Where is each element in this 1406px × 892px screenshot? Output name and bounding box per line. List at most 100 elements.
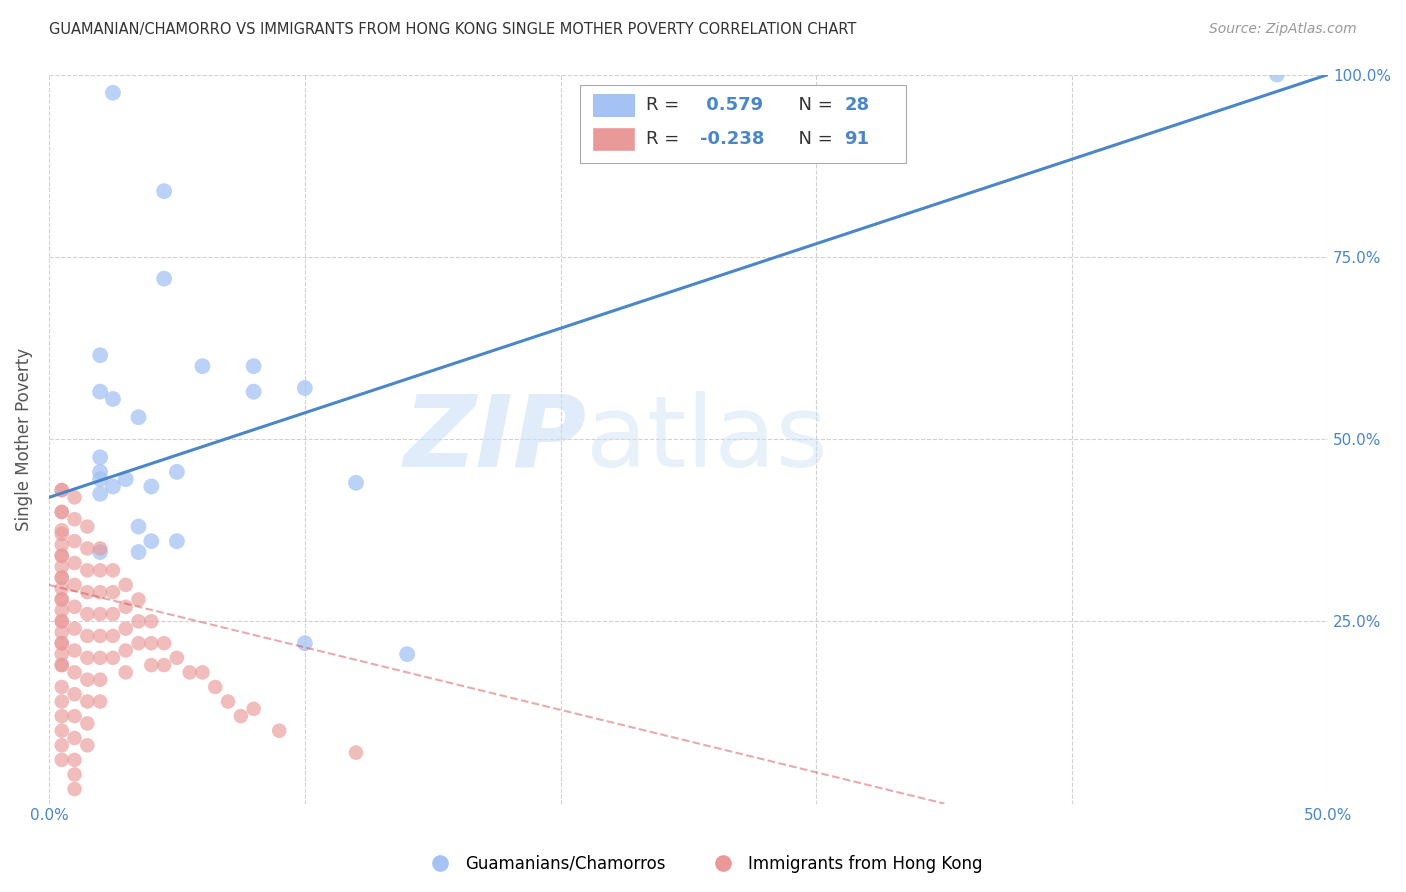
Point	[51, 592, 73, 607]
Point	[51, 753, 73, 767]
Point	[242, 702, 264, 716]
Point	[51, 603, 73, 617]
Point	[89, 450, 111, 465]
Text: Source: ZipAtlas.com: Source: ZipAtlas.com	[1209, 22, 1357, 37]
Point	[89, 585, 111, 599]
Point	[51, 658, 73, 673]
Point	[101, 479, 124, 493]
Point	[89, 563, 111, 577]
Point	[294, 636, 316, 650]
Point	[141, 479, 163, 493]
Point	[63, 578, 86, 592]
Text: R =: R =	[647, 130, 685, 148]
Point	[63, 622, 86, 636]
Point	[51, 658, 73, 673]
Point	[76, 563, 98, 577]
Point	[51, 739, 73, 753]
Point	[396, 647, 419, 661]
Point	[51, 636, 73, 650]
Point	[63, 782, 86, 797]
Point	[128, 519, 150, 533]
Text: ZIP: ZIP	[404, 391, 586, 488]
FancyBboxPatch shape	[592, 95, 634, 116]
Point	[141, 615, 163, 629]
Point	[89, 472, 111, 486]
Point	[51, 549, 73, 563]
Point	[204, 680, 226, 694]
Text: 0.579: 0.579	[700, 96, 763, 114]
Point	[51, 615, 73, 629]
Point	[63, 709, 86, 723]
Text: 28: 28	[845, 96, 870, 114]
Point	[51, 538, 73, 552]
Point	[114, 599, 136, 614]
Point	[153, 184, 176, 198]
Point	[294, 381, 316, 395]
Point	[89, 348, 111, 362]
Point	[217, 694, 239, 708]
Point	[76, 650, 98, 665]
Point	[89, 694, 111, 708]
Point	[63, 491, 86, 505]
Text: GUAMANIAN/CHAMORRO VS IMMIGRANTS FROM HONG KONG SINGLE MOTHER POVERTY CORRELATIO: GUAMANIAN/CHAMORRO VS IMMIGRANTS FROM HO…	[49, 22, 856, 37]
Point	[51, 549, 73, 563]
Point	[114, 643, 136, 657]
Point	[76, 629, 98, 643]
Point	[51, 571, 73, 585]
Point	[63, 665, 86, 680]
Point	[128, 592, 150, 607]
Point	[89, 650, 111, 665]
Point	[1265, 68, 1288, 82]
Point	[51, 523, 73, 537]
Point	[63, 556, 86, 570]
Point	[51, 592, 73, 607]
Point	[89, 384, 111, 399]
Point	[89, 673, 111, 687]
Point	[114, 578, 136, 592]
Point	[242, 384, 264, 399]
Point	[63, 731, 86, 745]
Point	[153, 271, 176, 285]
Point	[51, 505, 73, 519]
Point	[51, 694, 73, 708]
Point	[344, 475, 367, 490]
Point	[76, 739, 98, 753]
Point	[63, 767, 86, 781]
Point	[141, 636, 163, 650]
Point	[141, 534, 163, 549]
Point	[51, 505, 73, 519]
Text: N =: N =	[787, 96, 838, 114]
Point	[166, 465, 188, 479]
Point	[51, 636, 73, 650]
Point	[63, 643, 86, 657]
Point	[63, 599, 86, 614]
Point	[51, 526, 73, 541]
Point	[344, 746, 367, 760]
Point	[51, 709, 73, 723]
Point	[89, 545, 111, 559]
Point	[101, 563, 124, 577]
Point	[166, 534, 188, 549]
Point	[76, 694, 98, 708]
Point	[179, 665, 201, 680]
Point	[76, 519, 98, 533]
Point	[101, 585, 124, 599]
Point	[51, 615, 73, 629]
Point	[101, 629, 124, 643]
Point	[89, 541, 111, 556]
Point	[191, 359, 214, 373]
Point	[89, 629, 111, 643]
Point	[128, 615, 150, 629]
Point	[89, 465, 111, 479]
Point	[76, 585, 98, 599]
Text: R =: R =	[647, 96, 685, 114]
Point	[101, 650, 124, 665]
Point	[51, 625, 73, 640]
Point	[63, 687, 86, 701]
Point	[51, 483, 73, 497]
Point	[114, 622, 136, 636]
Point	[51, 571, 73, 585]
Point	[89, 487, 111, 501]
Point	[63, 753, 86, 767]
Text: 91: 91	[845, 130, 870, 148]
